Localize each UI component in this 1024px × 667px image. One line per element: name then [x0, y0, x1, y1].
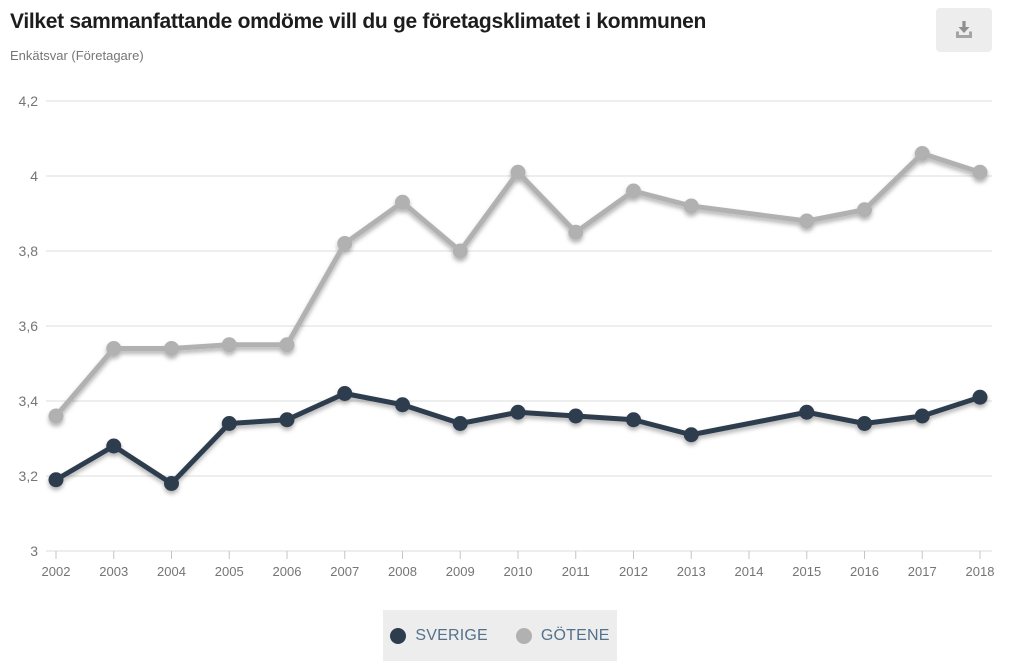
data-point	[972, 389, 988, 405]
data-point	[48, 408, 64, 424]
page-title: Vilket sammanfattande omdöme vill du ge …	[10, 10, 707, 33]
data-point	[164, 476, 179, 491]
data-point	[221, 416, 237, 431]
legend-item-sverige[interactable]: SVERIGE	[390, 627, 488, 645]
x-axis-label: 2004	[157, 564, 186, 579]
data-point	[626, 412, 641, 428]
series-line	[53, 391, 983, 486]
series-sverige	[48, 386, 988, 491]
legend-marker-gotene	[515, 627, 532, 644]
data-point	[452, 243, 468, 259]
data-point	[914, 146, 930, 161]
download-icon	[956, 21, 972, 38]
data-point	[799, 213, 815, 229]
data-point	[164, 341, 179, 356]
y-axis-label: 3,8	[19, 243, 39, 259]
data-point	[683, 427, 699, 443]
data-point	[279, 337, 295, 353]
data-point	[452, 416, 468, 431]
data-point	[799, 404, 815, 420]
legend-marker-sverige	[390, 627, 407, 644]
line-chart: 3 3,2 3,4 3,6 3,8 4 4,2 2002 2003 2004 2005 2006 200…	[19, 93, 995, 579]
data-point	[337, 386, 353, 401]
y-axis-label: 3,6	[19, 318, 39, 334]
x-axis-label: 2006	[273, 564, 302, 579]
y-axis-label: 3,4	[19, 393, 39, 409]
data-point	[568, 224, 584, 240]
y-axis-label: 4,2	[19, 93, 39, 109]
x-axis-label: 2008	[388, 564, 417, 579]
data-point	[857, 416, 872, 431]
data-point	[395, 397, 410, 413]
x-axis-label: 2011	[562, 564, 590, 579]
x-axis-label: 2017	[908, 564, 937, 579]
y-axis-label: 4	[30, 168, 38, 184]
data-point	[221, 337, 237, 353]
download-button[interactable]	[936, 8, 992, 52]
x-axis-label: 2016	[850, 564, 879, 579]
legend: SVERIGE GÖTENE	[383, 610, 617, 661]
x-axis-label: 2003	[99, 564, 128, 579]
x-axis-label: 2009	[446, 564, 475, 579]
data-point	[510, 404, 526, 420]
legend-item-gotene[interactable]: GÖTENE	[515, 626, 610, 645]
legend-label-gotene: GÖTENE	[540, 626, 610, 644]
x-axis-label: 2015	[792, 564, 821, 579]
x-axis-label: 2007	[330, 564, 359, 579]
x-axis-label: 2005	[215, 564, 244, 579]
x-axis-label: 2012	[619, 564, 648, 579]
data-point	[395, 194, 410, 210]
legend-label-sverige: SVERIGE	[415, 626, 488, 644]
y-axis-label: 3	[30, 543, 38, 559]
series-line	[53, 151, 983, 419]
data-point	[510, 164, 526, 180]
x-axis-label: 2010	[504, 564, 533, 579]
data-point	[279, 412, 295, 428]
data-point	[568, 408, 584, 424]
x-axis-label: 2014	[735, 564, 764, 579]
data-point	[972, 164, 988, 180]
y-axis-label: 3,2	[19, 468, 39, 484]
series-götene	[48, 146, 988, 424]
chart-subtitle: Enkätsvar (Företagare)	[10, 48, 144, 63]
data-point	[106, 438, 122, 454]
data-point	[626, 183, 641, 199]
data-point	[683, 198, 699, 214]
x-axis-label: 2018	[966, 564, 995, 579]
data-point	[857, 202, 872, 218]
data-point	[48, 472, 64, 488]
data-point	[337, 236, 353, 251]
x-axis-label: 2002	[42, 564, 71, 579]
data-point	[914, 408, 930, 424]
x-axis-label: 2013	[677, 564, 706, 579]
data-point	[106, 341, 122, 356]
